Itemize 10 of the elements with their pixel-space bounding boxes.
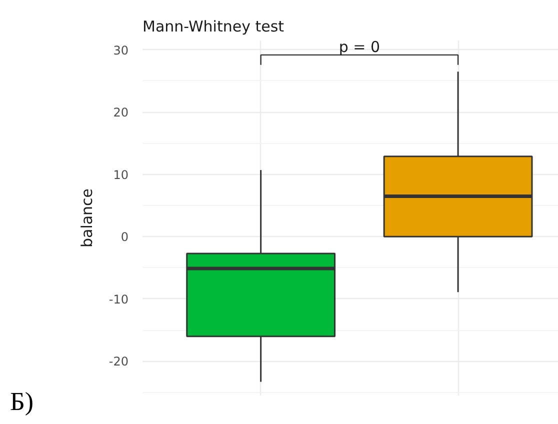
y-tick-label: -20 [108, 354, 129, 369]
y-axis-title: balance [78, 188, 96, 248]
y-tick-label: -10 [108, 292, 129, 306]
text: Б) [10, 386, 34, 418]
y-tick-label: 10 [113, 168, 129, 182]
y-tick-label: 20 [113, 106, 129, 120]
chart-title: Mann-Whitney test [142, 18, 284, 36]
annotation: p = 0 [338, 38, 380, 56]
y-tick-label: 30 [113, 43, 129, 58]
y-tick-label: 0 [120, 230, 129, 244]
